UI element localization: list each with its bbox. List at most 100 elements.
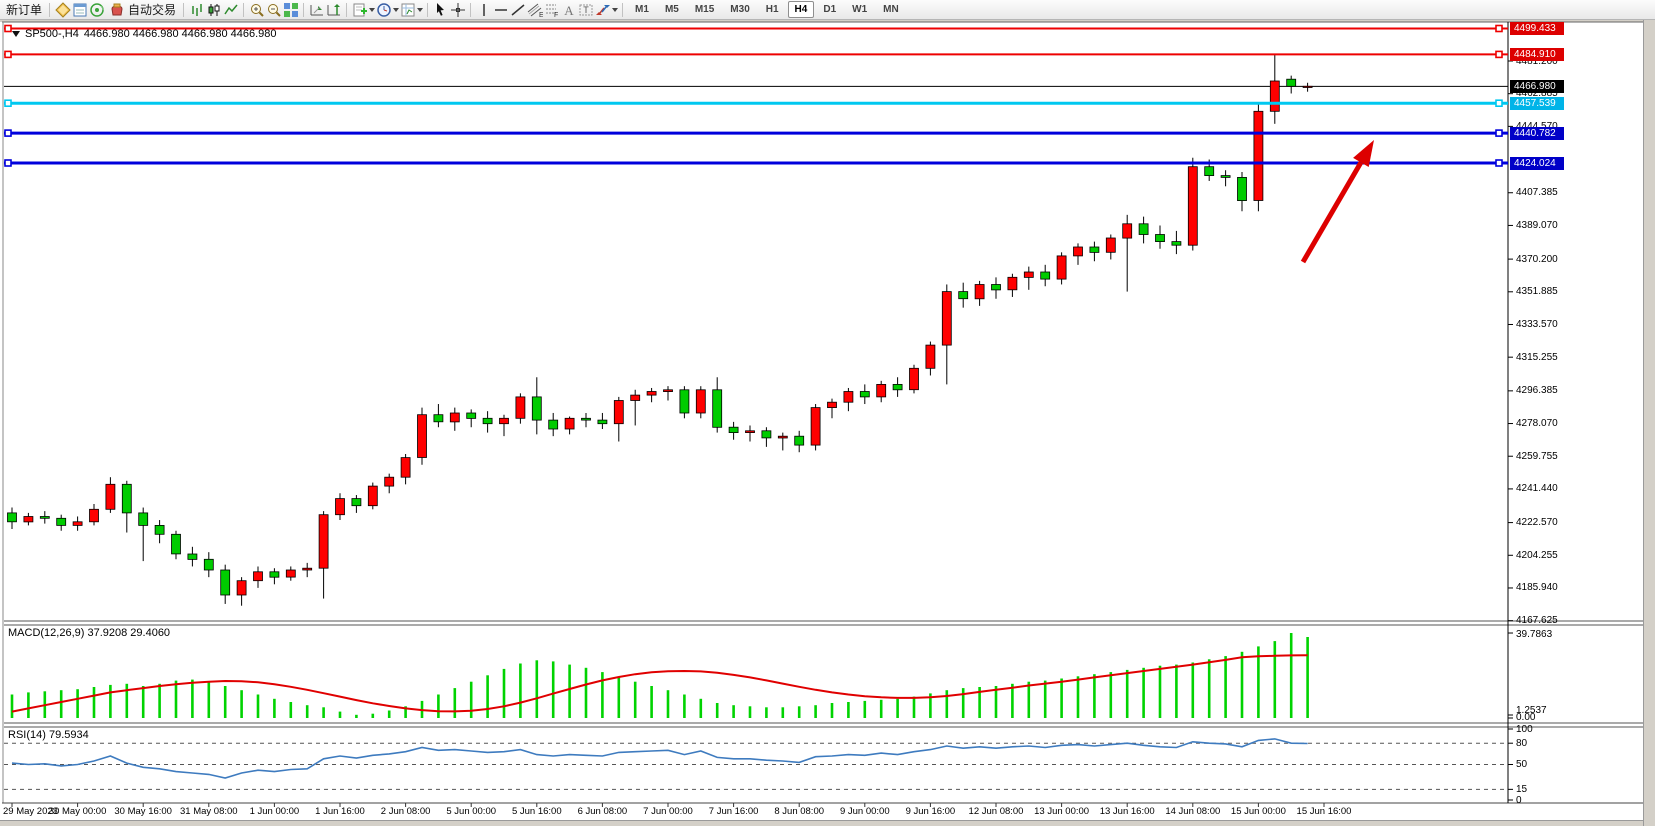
vertical-line-icon[interactable] — [475, 1, 492, 18]
zoom-out-icon[interactable] — [265, 1, 282, 18]
toolbar-separator — [303, 2, 305, 17]
text-icon[interactable]: A — [560, 1, 577, 18]
fibonacci-icon[interactable]: F — [543, 1, 560, 18]
candlestick — [646, 391, 657, 396]
market-watch-icon[interactable] — [54, 1, 71, 18]
candlestick — [597, 419, 608, 425]
chart-candles-icon[interactable] — [205, 1, 222, 18]
template-icon[interactable] — [399, 1, 416, 18]
line-handle[interactable] — [4, 99, 12, 107]
data-window-icon[interactable] — [71, 1, 88, 18]
timeframe-button-h1[interactable]: H1 — [765, 4, 779, 15]
timeframe-button-m1[interactable]: M1 — [635, 4, 649, 15]
toolbar-separator — [346, 2, 348, 17]
candlestick — [335, 498, 345, 516]
annotation-arrow[interactable] — [1300, 140, 1374, 264]
candlestick — [876, 383, 887, 398]
line-handle[interactable] — [1495, 24, 1503, 33]
line-handle[interactable] — [1495, 129, 1503, 137]
candlestick — [1122, 223, 1133, 239]
timeframe-button-h4[interactable]: H4 — [787, 1, 815, 18]
auto-arrange-icon[interactable] — [308, 1, 325, 18]
candlestick — [1269, 80, 1280, 112]
timeframe-button-w1[interactable]: W1 — [852, 4, 868, 15]
candlestick — [105, 483, 116, 510]
line-handle[interactable] — [4, 129, 12, 137]
candlestick — [384, 476, 395, 487]
chart-symbol-period: SP500-,H4 — [25, 28, 79, 40]
resistance-line-lower[interactable] — [4, 50, 1508, 59]
chart-ohlc-readout: 4466.980 4466.980 4466.980 4466.980 — [83, 28, 277, 40]
timeframe-button-m30[interactable]: M30 — [730, 4, 750, 15]
candlestick — [433, 414, 444, 423]
svg-text:A: A — [564, 3, 574, 18]
candlestick — [449, 412, 460, 423]
candlestick — [121, 483, 132, 514]
dropdown-caret-icon[interactable] — [612, 7, 619, 12]
periods-icon[interactable] — [375, 1, 392, 18]
line-handle[interactable] — [1495, 99, 1503, 107]
autotrading-button[interactable]: 自动交易 — [105, 1, 179, 19]
chart-expand-icon[interactable] — [12, 31, 20, 37]
trendline-icon[interactable] — [509, 1, 526, 18]
chart-bars-icon[interactable] — [188, 1, 205, 18]
dropdown-caret-icon[interactable] — [369, 7, 376, 12]
timeframe-button-m15[interactable]: M15 — [694, 4, 715, 15]
candlestick — [1302, 85, 1313, 88]
toolbar-separator — [243, 2, 245, 17]
macd-histogram — [10, 633, 1309, 718]
chart-line-icon[interactable] — [222, 1, 239, 18]
cursor-icon[interactable] — [432, 1, 449, 18]
resistance-line-upper[interactable] — [4, 24, 1508, 33]
candlestick — [302, 567, 313, 571]
horizontal-line-icon[interactable] — [492, 1, 509, 18]
candlestick — [171, 533, 181, 555]
blue-support-line-1[interactable] — [4, 129, 1508, 137]
candlestick — [1237, 176, 1247, 201]
navigator-icon[interactable] — [88, 1, 105, 18]
chart-title: SP500-,H4 4466.980 4466.980 4466.980 446… — [12, 28, 277, 40]
dropdown-caret-icon[interactable] — [417, 7, 424, 12]
candlestick — [318, 514, 329, 569]
channel-icon[interactable]: E — [526, 1, 543, 18]
toolbar: 新订单 自动交易 E F A T M1 M5 M15 M30 H1 H4 D1 W1 MN — [0, 0, 1655, 20]
line-handle[interactable] — [4, 24, 12, 33]
tile-windows-icon[interactable] — [282, 1, 299, 18]
candlestick — [909, 367, 919, 391]
crosshair-icon[interactable] — [449, 1, 466, 18]
add-indicator-icon[interactable] — [351, 1, 368, 18]
cyan-support-line[interactable] — [4, 99, 1508, 107]
candlestick — [548, 419, 559, 430]
candlestick — [138, 512, 149, 526]
candlestick — [39, 516, 50, 519]
line-handle[interactable] — [1495, 50, 1503, 59]
candlestick — [1073, 246, 1083, 257]
window-bottom-edge — [0, 820, 1643, 826]
candlestick — [531, 396, 542, 421]
blue-support-line-2[interactable] — [4, 159, 1508, 167]
timeframe-button-mn[interactable]: MN — [883, 4, 899, 15]
candlestick — [974, 284, 985, 300]
candlestick — [1171, 241, 1182, 246]
zoom-in-icon[interactable] — [248, 1, 265, 18]
candlestick — [1220, 175, 1231, 178]
dropdown-caret-icon[interactable] — [393, 7, 400, 12]
timeframe-button-m5[interactable]: M5 — [664, 4, 679, 15]
candlestick — [777, 435, 788, 439]
new-order-button[interactable]: 新订单 — [3, 1, 45, 19]
candlestick — [761, 430, 772, 439]
arrows-icon[interactable] — [594, 1, 611, 18]
chart-shift-icon[interactable] — [325, 1, 342, 18]
candlestick — [728, 426, 739, 434]
timeframe-button-d1[interactable]: D1 — [823, 4, 837, 15]
macd-signal-line — [11, 654, 1308, 713]
line-handle[interactable] — [4, 50, 12, 59]
line-handle[interactable] — [4, 159, 12, 167]
line-handle[interactable] — [1495, 159, 1503, 167]
autotrading-icon — [108, 1, 125, 18]
text-label-icon[interactable]: T — [577, 1, 594, 18]
candlestick — [1155, 234, 1165, 242]
toolbar-separator — [470, 2, 472, 17]
